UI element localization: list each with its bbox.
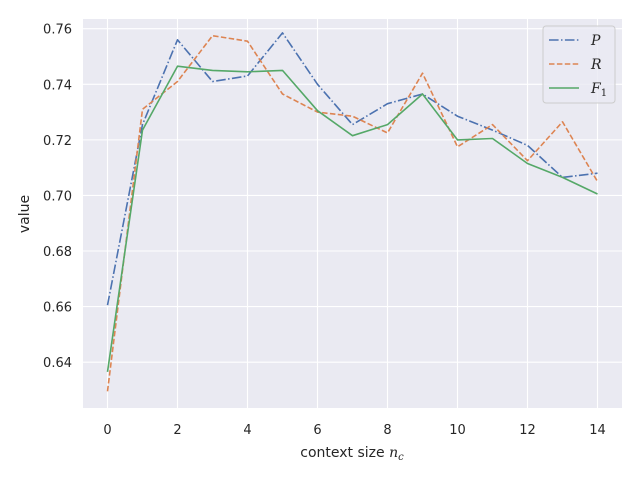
y-tick-label: 0.72 <box>43 134 72 149</box>
x-tick-label: 10 <box>449 423 466 438</box>
x-axis-label-subscript: c <box>398 452 404 463</box>
legend-box <box>542 25 616 104</box>
x-axis-label: context size nc <box>300 445 404 463</box>
y-tick-label: 0.76 <box>43 23 72 38</box>
y-tick-label: 0.66 <box>43 301 72 316</box>
series-line-r <box>106 34 599 392</box>
y-axis-label: value <box>17 195 33 233</box>
y-tick-label: 0.68 <box>43 245 72 260</box>
x-tick-label: 8 <box>383 423 391 438</box>
plot-area <box>83 19 622 408</box>
legend-label: F1 <box>590 81 607 99</box>
x-tick-label: 0 <box>103 423 111 438</box>
y-axis-ticks: 0.64 0.66 0.68 0.70 0.72 0.74 0.76 <box>43 23 72 371</box>
legend-label: R <box>590 57 602 73</box>
series-lines <box>106 32 599 392</box>
legend-label: P <box>590 33 601 49</box>
legend: PR F1 <box>542 25 616 104</box>
series-line-p <box>106 32 598 306</box>
x-tick-label: 12 <box>519 423 536 438</box>
y-tick-label: 0.70 <box>43 189 72 204</box>
y-tick-label: 0.64 <box>43 356 72 371</box>
x-tick-label: 14 <box>589 423 606 438</box>
x-axis-ticks: 0 2 4 6 8 10 12 14 <box>103 423 605 438</box>
x-tick-label: 6 <box>313 423 321 438</box>
series-line-f1 <box>106 65 598 373</box>
y-tick-label: 0.74 <box>43 78 72 93</box>
x-tick-label: 2 <box>173 423 181 438</box>
x-tick-label: 4 <box>243 423 251 438</box>
x-axis-label-symbol: n <box>389 445 398 461</box>
x-axis-label-text: context size <box>300 445 384 461</box>
